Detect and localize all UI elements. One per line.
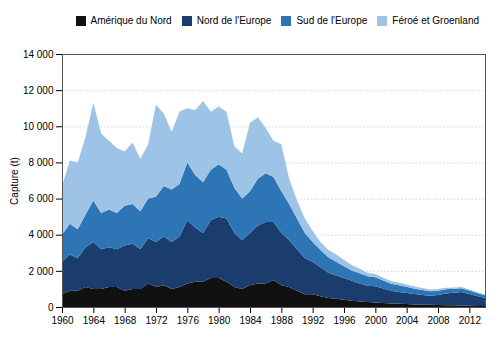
svg-text:14 000: 14 000	[23, 49, 54, 60]
svg-text:1976: 1976	[177, 315, 200, 326]
svg-text:1980: 1980	[208, 315, 231, 326]
svg-text:1988: 1988	[271, 315, 294, 326]
svg-text:8 000: 8 000	[28, 157, 53, 168]
svg-text:2000: 2000	[365, 315, 388, 326]
svg-text:1964: 1964	[83, 315, 106, 326]
svg-text:1968: 1968	[114, 315, 137, 326]
svg-text:0: 0	[48, 302, 54, 313]
svg-text:1996: 1996	[333, 315, 356, 326]
svg-text:4 000: 4 000	[28, 229, 53, 240]
svg-text:10 000: 10 000	[23, 121, 54, 132]
svg-text:1960: 1960	[51, 315, 74, 326]
svg-text:2004: 2004	[396, 315, 419, 326]
svg-text:2 000: 2 000	[28, 266, 53, 277]
html-text:Nord de l'Europe: Nord de l'Europe	[196, 15, 272, 26]
svg-text:1984: 1984	[239, 315, 262, 326]
svg-text:1972: 1972	[145, 315, 168, 326]
svg-text:Capture (t): Capture (t)	[9, 157, 20, 205]
svg-text:12 000: 12 000	[23, 85, 54, 96]
svg-text:6 000: 6 000	[28, 193, 53, 204]
html-text:Sud de l'Europe: Sud de l'Europe	[296, 15, 368, 26]
html-text:Amérique du Nord: Amérique du Nord	[90, 15, 172, 26]
html-text:Féroé et Groenland: Féroé et Groenland	[392, 15, 479, 26]
svg-text:2008: 2008	[427, 315, 450, 326]
svg-text:2012: 2012	[459, 315, 482, 326]
svg-text:1992: 1992	[302, 315, 325, 326]
